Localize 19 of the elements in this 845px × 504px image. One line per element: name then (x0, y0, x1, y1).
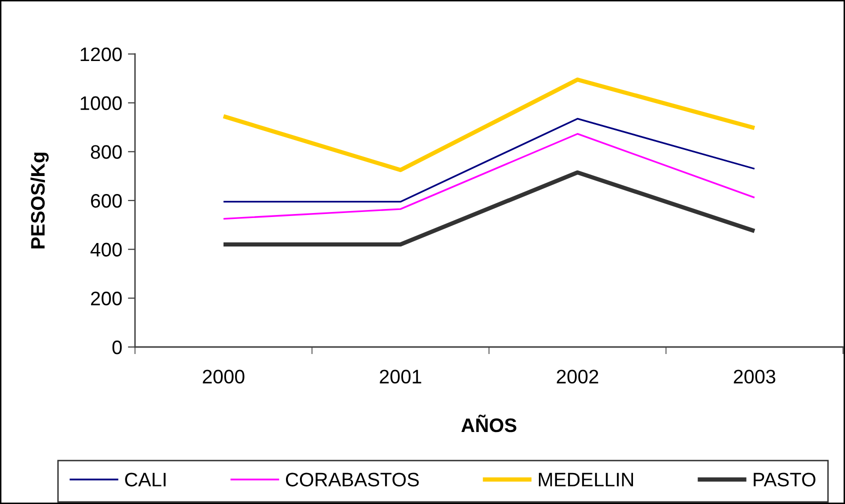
legend-label: PASTO (754, 472, 816, 486)
line-series (222, 133, 756, 220)
line-series (221, 78, 757, 172)
x-axis-title: AÑOS (461, 414, 516, 432)
y-tick-label: 1200 (80, 47, 122, 62)
legend-label: CALI (125, 472, 166, 486)
x-tick-label: 2000 (202, 370, 244, 384)
x-tick-label: 2001 (380, 370, 422, 384)
x-tick-label: 2002 (556, 370, 598, 384)
legend-label: MEDELLIN (538, 472, 633, 486)
legend-label: CORABASTOS (286, 472, 419, 486)
y-tick-label: 0 (112, 340, 122, 354)
y-tick-label: 1000 (80, 96, 122, 110)
y-tick-label: 400 (90, 242, 122, 257)
y-tick-label: 600 (91, 194, 122, 208)
y-tick-label: 800 (90, 145, 122, 159)
x-tick-label: 2003 (734, 370, 776, 384)
y-axis-title: PESOS/Kg (30, 152, 49, 248)
y-tick-label: 200 (91, 292, 122, 306)
